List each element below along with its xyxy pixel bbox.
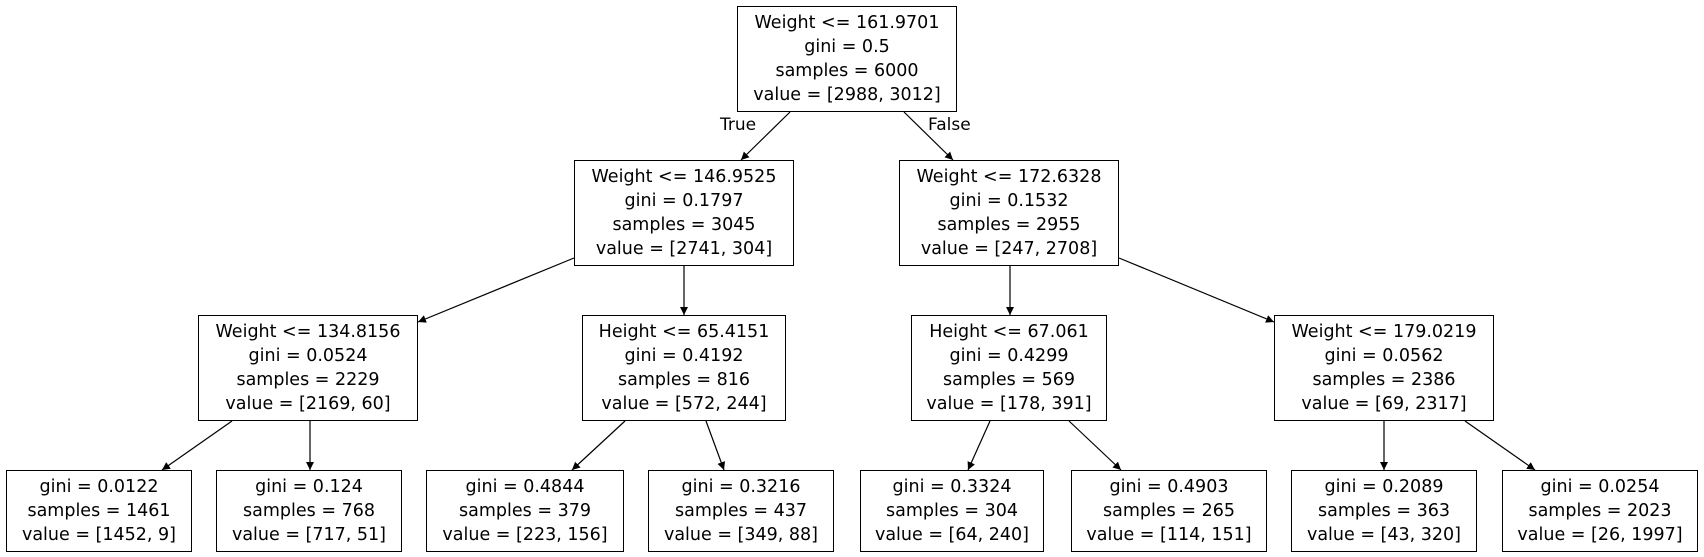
node-line: samples = 6000 bbox=[775, 61, 919, 81]
edge-label-false: False bbox=[928, 115, 971, 135]
node-line: gini = 0.3216 bbox=[681, 477, 801, 497]
edge-label-true: True bbox=[720, 115, 757, 135]
tree-node-n12: gini = 0.4903 samples = 265 value = [114, … bbox=[1071, 470, 1267, 552]
node-line: value = [1452, 9] bbox=[21, 525, 177, 545]
node-line: value = [572, 244] bbox=[601, 394, 767, 414]
node-line: gini = 0.1797 bbox=[624, 191, 744, 211]
tree-node-n14: gini = 0.0254 samples = 2023 value = [26, … bbox=[1502, 470, 1698, 552]
node-line: gini = 0.0524 bbox=[248, 346, 368, 366]
node-line: value = [64, 240] bbox=[874, 525, 1030, 545]
node-line: Weight <= 146.9525 bbox=[591, 167, 777, 187]
edge-n4-n10 bbox=[705, 420, 725, 471]
node-line: value = [349, 88] bbox=[663, 525, 819, 545]
node-line: gini = 0.0562 bbox=[1324, 346, 1444, 366]
tree-node-n4: Height <= 65.4151 gini = 0.4192 samples = … bbox=[582, 315, 786, 421]
node-line: gini = 0.124 bbox=[255, 477, 363, 497]
node-line: samples = 2229 bbox=[236, 370, 380, 390]
node-line: gini = 0.0122 bbox=[39, 477, 159, 497]
tree-node-n7: gini = 0.0122 samples = 1461 value = [1452… bbox=[6, 470, 192, 552]
tree-node-n9: gini = 0.4844 samples = 379 value = [223, … bbox=[426, 470, 624, 552]
node-line: value = [247, 2708] bbox=[920, 239, 1098, 259]
node-line: samples = 569 bbox=[943, 370, 1075, 390]
edge-n6-n14 bbox=[1464, 420, 1536, 471]
node-line: gini = 0.0254 bbox=[1540, 477, 1660, 497]
node-line: value = [43, 320] bbox=[1306, 525, 1462, 545]
node-line: Weight <= 161.9701 bbox=[754, 13, 940, 33]
node-line: gini = 0.4192 bbox=[624, 346, 744, 366]
edge-n1-n3 bbox=[417, 257, 575, 323]
node-line: value = [69, 2317] bbox=[1301, 394, 1467, 414]
tree-node-n0: Weight <= 161.9701 gini = 0.5 samples = 60… bbox=[737, 6, 957, 112]
node-line: samples = 816 bbox=[618, 370, 750, 390]
node-line: Height <= 65.4151 bbox=[598, 322, 770, 342]
tree-node-n1: Weight <= 146.9525 gini = 0.1797 samples =… bbox=[574, 160, 794, 266]
edge-n2-n6 bbox=[1118, 257, 1275, 323]
node-line: samples = 1461 bbox=[27, 501, 171, 521]
node-line: value = [223, 156] bbox=[442, 525, 608, 545]
node-line: gini = 0.3324 bbox=[892, 477, 1012, 497]
node-line: Weight <= 172.6328 bbox=[916, 167, 1102, 187]
tree-node-n3: Weight <= 134.8156 gini = 0.0524 samples =… bbox=[198, 315, 418, 421]
edge-n0-n2 bbox=[903, 111, 954, 161]
node-line: samples = 2386 bbox=[1312, 370, 1456, 390]
node-line: samples = 2023 bbox=[1528, 501, 1672, 521]
node-line: samples = 265 bbox=[1103, 501, 1235, 521]
node-line: gini = 0.4903 bbox=[1109, 477, 1229, 497]
node-line: samples = 3045 bbox=[612, 215, 756, 235]
edge-n5-n12 bbox=[1068, 420, 1122, 471]
node-line: value = [114, 151] bbox=[1086, 525, 1252, 545]
edge-n5-n11 bbox=[967, 420, 991, 471]
node-line: samples = 379 bbox=[459, 501, 591, 521]
tree-node-n13: gini = 0.2089 samples = 363 value = [43, 3… bbox=[1291, 470, 1477, 552]
node-line: samples = 304 bbox=[886, 501, 1018, 521]
tree-node-n8: gini = 0.124 samples = 768 value = [717, 5… bbox=[216, 470, 402, 552]
tree-node-n2: Weight <= 172.6328 gini = 0.1532 samples =… bbox=[899, 160, 1119, 266]
edge-n3-n7 bbox=[161, 420, 233, 471]
node-line: value = [717, 51] bbox=[231, 525, 387, 545]
tree-node-n10: gini = 0.3216 samples = 437 value = [349, … bbox=[648, 470, 834, 552]
node-line: value = [178, 391] bbox=[926, 394, 1092, 414]
tree-node-n11: gini = 0.3324 samples = 304 value = [64, 2… bbox=[860, 470, 1044, 552]
node-line: gini = 0.4844 bbox=[465, 477, 585, 497]
node-line: samples = 768 bbox=[243, 501, 375, 521]
node-line: value = [2988, 3012] bbox=[753, 85, 941, 105]
tree-node-n5: Height <= 67.061 gini = 0.4299 samples = 5… bbox=[911, 315, 1107, 421]
node-line: gini = 0.5 bbox=[804, 37, 890, 57]
tree-node-n6: Weight <= 179.0219 gini = 0.0562 samples =… bbox=[1274, 315, 1494, 421]
node-line: gini = 0.4299 bbox=[949, 346, 1069, 366]
edge-n0-n1 bbox=[740, 111, 791, 161]
node-line: Weight <= 134.8156 bbox=[215, 322, 401, 342]
node-line: Height <= 67.061 bbox=[929, 322, 1089, 342]
node-line: gini = 0.1532 bbox=[949, 191, 1069, 211]
node-line: samples = 363 bbox=[1318, 501, 1450, 521]
node-line: samples = 2955 bbox=[937, 215, 1081, 235]
node-line: value = [26, 1997] bbox=[1517, 525, 1683, 545]
node-line: samples = 437 bbox=[675, 501, 807, 521]
edge-n4-n9 bbox=[571, 420, 626, 471]
node-line: gini = 0.2089 bbox=[1324, 477, 1444, 497]
node-line: Weight <= 179.0219 bbox=[1291, 322, 1477, 342]
node-line: value = [2169, 60] bbox=[225, 394, 391, 414]
node-line: value = [2741, 304] bbox=[595, 239, 773, 259]
